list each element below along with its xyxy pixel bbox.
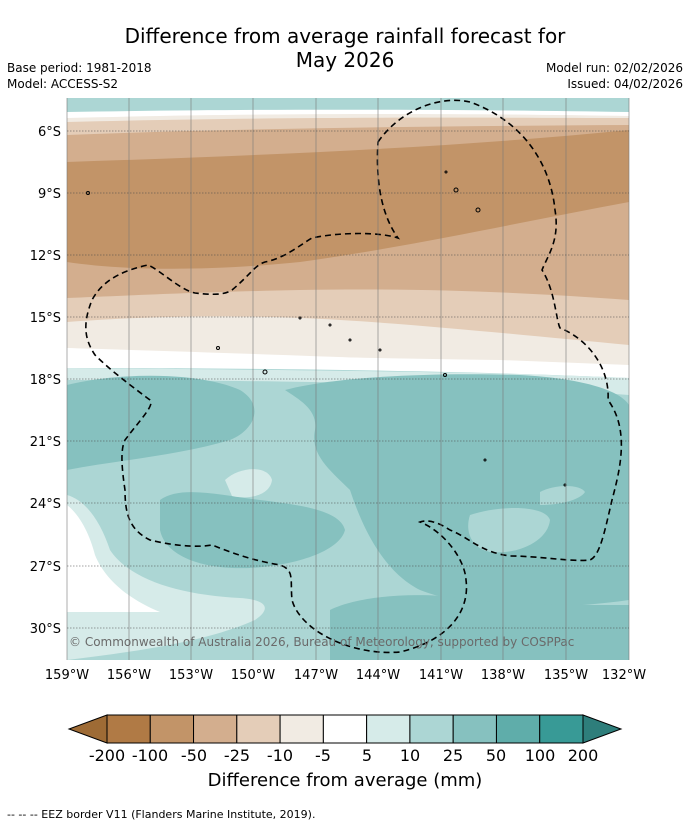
colorbar-cell bbox=[236, 714, 281, 744]
lon-label: 138°W bbox=[481, 668, 525, 683]
colorbar-cell bbox=[495, 714, 541, 744]
lon-label: 135°W bbox=[544, 668, 588, 683]
colorbar-cell bbox=[539, 714, 584, 744]
colorbar-tick: -100 bbox=[131, 746, 169, 765]
colorbar-tick-labels: -200 -100 -50 -25 -10 -5 5 10 25 50 100 … bbox=[0, 746, 690, 768]
lon-label: 156°W bbox=[107, 668, 151, 683]
colorbar-tick: 5 bbox=[361, 746, 373, 765]
colorbar-cell bbox=[409, 714, 454, 744]
colorbar-cell bbox=[149, 714, 195, 744]
longitude-axis: 159°W 156°W 153°W 150°W 147°W 144°W 141°… bbox=[45, 668, 646, 683]
band-minus50 bbox=[67, 130, 629, 269]
colorbar-cell bbox=[366, 714, 411, 744]
colorbar-tick: -25 bbox=[223, 746, 251, 765]
colorbar-cell bbox=[106, 714, 151, 744]
lat-label: 21°S bbox=[30, 435, 61, 450]
colorbar-tick: -50 bbox=[180, 746, 208, 765]
patch-southwest-white bbox=[67, 505, 160, 612]
patch-southwest-5to10 bbox=[67, 495, 265, 660]
colorbar-arrow-high bbox=[582, 714, 623, 744]
latitude-axis: 6°S 9°S 12°S 15°S 18°S 21°S 24°S 27°S 30… bbox=[30, 125, 61, 637]
colorbar-tick: -10 bbox=[266, 746, 294, 765]
patch-west-25 bbox=[67, 375, 255, 470]
base-period-text: Base period: 1981-2018 bbox=[7, 61, 152, 75]
colorbar-title: Difference from average (mm) bbox=[207, 770, 483, 791]
lon-label: 153°W bbox=[169, 668, 213, 683]
colorbar-cell bbox=[279, 714, 324, 744]
patch-southeast-25 bbox=[330, 595, 629, 660]
patch-light-east bbox=[468, 508, 550, 553]
model-text: Model: ACCESS-S2 bbox=[7, 77, 119, 91]
colorbar-tick: 10 bbox=[399, 746, 421, 765]
colorbar-tick: -200 bbox=[88, 746, 126, 765]
issued-text: Issued: 04/02/2026 bbox=[567, 77, 683, 91]
colorbar-tick: -5 bbox=[315, 746, 331, 765]
lon-label: 132°W bbox=[602, 668, 646, 683]
lon-label: 147°W bbox=[294, 668, 338, 683]
patch-light-east2 bbox=[540, 486, 585, 505]
rainfall-anomaly-field bbox=[67, 98, 629, 660]
title-line-2: May 2026 bbox=[295, 48, 395, 72]
colorbar-tick: 200 bbox=[567, 746, 599, 765]
eez-border bbox=[85, 99, 623, 654]
lon-label: 159°W bbox=[45, 668, 89, 683]
colorbar-cell bbox=[193, 714, 238, 744]
colorbar-tick: 25 bbox=[442, 746, 464, 765]
lat-label: 15°S bbox=[30, 311, 61, 326]
lat-gridlines bbox=[67, 130, 629, 629]
colorbar-cell bbox=[322, 714, 368, 744]
lat-label: 6°S bbox=[38, 125, 61, 140]
band-white-mid bbox=[67, 348, 629, 378]
colorbar-tick: 50 bbox=[485, 746, 507, 765]
patch-south-25 bbox=[160, 492, 345, 569]
patch-east-25 bbox=[285, 374, 629, 607]
lat-label: 18°S bbox=[30, 373, 61, 388]
colorbar bbox=[67, 714, 623, 744]
colorbar-cells bbox=[106, 714, 584, 744]
colorbar-arrow-low bbox=[67, 714, 108, 744]
eez-legend-note: -- -- -- EEZ border V11 (Flanders Marine… bbox=[7, 808, 316, 821]
lat-label: 12°S bbox=[30, 249, 61, 264]
meta-left: Base period: 1981-2018 Model: ACCESS-S2 bbox=[7, 60, 152, 92]
islands bbox=[86, 170, 567, 487]
lon-label: 144°W bbox=[356, 668, 400, 683]
title-line-1: Difference from average rainfall forecas… bbox=[124, 24, 566, 48]
model-run-text: Model run: 02/02/2026 bbox=[545, 61, 683, 75]
colorbar-tick: 100 bbox=[524, 746, 556, 765]
copyright-text: © Commonwealth of Australia 2026, Bureau… bbox=[69, 635, 575, 649]
lat-label: 30°S bbox=[30, 622, 61, 637]
lon-label: 141°W bbox=[419, 668, 463, 683]
lat-label: 27°S bbox=[30, 560, 61, 575]
meta-right: Model run: 02/02/2026 Issued: 04/02/2026 bbox=[546, 60, 683, 92]
lon-label: 150°W bbox=[231, 668, 275, 683]
lat-label: 24°S bbox=[30, 497, 61, 512]
map-title: Difference from average rainfall forecas… bbox=[0, 24, 690, 72]
patch-light-center bbox=[225, 469, 272, 498]
colorbar-cell bbox=[452, 714, 497, 744]
lat-label: 9°S bbox=[38, 187, 61, 202]
